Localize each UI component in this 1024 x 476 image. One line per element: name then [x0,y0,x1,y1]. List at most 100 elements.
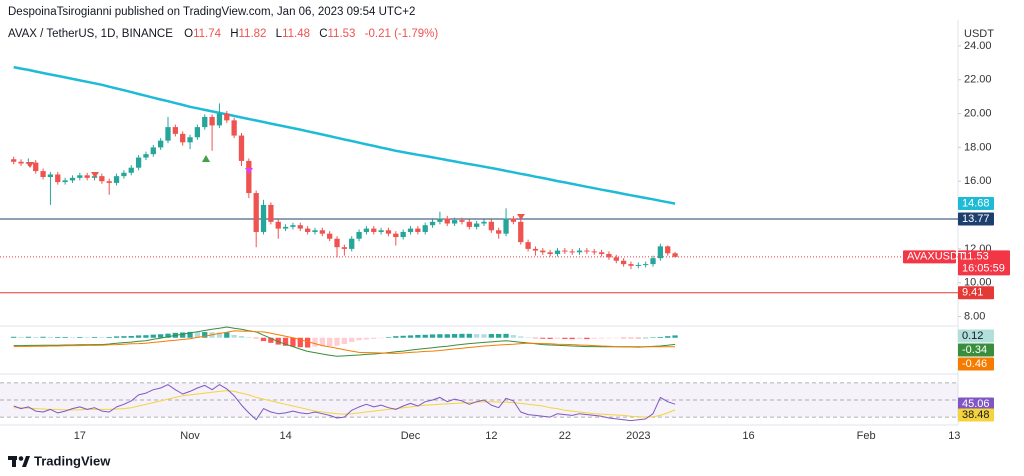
macd-histogram-bar [238,335,245,338]
rsi-ma-value-label: 38.48 [962,409,990,421]
x-tick-label: 12 [485,430,497,442]
candle-body [33,162,39,172]
macd-histogram-bar [488,334,494,338]
macd-histogram-bar [113,336,120,338]
candle-body [165,127,171,141]
signal-marker [517,214,525,220]
macd-histogram-bar [584,337,590,340]
candle-body [672,253,678,257]
macd-histogram-bar [459,333,465,338]
signal-marker [91,172,99,178]
candle-body [606,253,612,258]
macd-histogram-bar [444,334,450,338]
rsi-value-label: 45.06 [962,398,990,410]
candle-body [121,172,127,177]
candle-body [451,220,458,224]
candle-body [437,218,443,222]
candle-body [341,247,348,249]
candle-body [231,120,237,136]
macd-histogram-bar [474,334,480,338]
macd-line [13,326,676,357]
y-tick-label: 24.00 [964,40,992,52]
candle-body [106,181,112,183]
x-tick-label: 22 [559,430,571,442]
macd-histogram-bar [371,337,377,339]
macd-histogram-bar [158,334,164,338]
macd-histogram-bar [47,336,54,338]
macd-histogram-bar [327,337,333,346]
candle-body [525,242,531,249]
ticker-label: AVAXUSDT [907,251,965,263]
macd-histogram-bar [554,337,561,339]
macd-histogram-bar [518,336,524,338]
ohlc-letter: H [230,28,238,40]
candle-body [481,221,487,224]
macd-histogram-bar [606,337,612,339]
brand: TradingView [34,453,111,468]
macd-histogram-bar [165,333,171,338]
macd-histogram-bar [11,336,17,338]
candle-body [466,221,472,227]
candle-body [319,230,325,234]
macd-histogram-bar [525,337,531,339]
histogram-value-label: 0.12 [962,330,983,342]
line-value-label: 13.77 [962,213,990,225]
candle-body [327,233,333,239]
macd-histogram-bar [407,335,414,338]
x-tick-label: Dec [401,430,421,442]
candle-body [385,230,392,234]
macd-histogram-bar [547,337,553,339]
candle-body [429,221,436,226]
candle-body [194,127,201,138]
candle-body [312,230,318,232]
candle-body [474,223,480,227]
macd-histogram-bar [304,337,311,348]
ohlc-value: 11.53 [328,28,356,40]
macd-histogram-bar [231,335,237,338]
symbol: AVAX / TetherUS, 1D, BINANCE [8,28,173,40]
macd-histogram-bar [260,337,267,342]
ma-value-label: 14.68 [962,197,990,209]
macd-histogram-bar [69,337,76,338]
candle-body [591,251,597,253]
candle-body [304,228,311,232]
candle-body [620,260,627,265]
candle-body [290,225,296,227]
candle-body [576,250,583,253]
y-tick-label: 20.00 [964,107,992,119]
candle-body [496,230,502,234]
macd-histogram-bar [650,337,656,338]
macd-histogram-bar [613,337,619,339]
macd-histogram-bar [216,332,223,338]
macd-histogram-bar [187,331,193,338]
macd-histogram-bar [393,336,399,338]
macd-histogram-bar [665,336,671,338]
ticker-label-box [903,250,956,264]
candle-body [371,228,377,232]
macd-histogram-bar [99,337,105,338]
macd-histogram-bar [643,337,649,339]
candle-body [260,204,267,232]
candle-body [650,258,656,265]
candle-body [253,193,259,232]
candle-body [488,221,494,231]
candle-body [11,159,17,162]
candle-body [209,116,215,126]
candle-body [275,221,281,229]
candle-body [613,257,619,261]
macd-histogram-bar [91,336,98,338]
macd-histogram-bar [77,336,83,338]
candle-body [202,116,208,128]
y-tick-label: 8.00 [964,310,985,322]
ma-value-label-box [958,197,994,211]
signal-line [13,330,676,354]
candle-body [180,133,186,143]
logo-part [18,456,24,461]
macd-histogram-bar [481,334,487,338]
candle-body [444,218,450,224]
macd-histogram-bar [282,337,289,346]
macd-histogram-bar [620,337,627,339]
macd-histogram-bar [62,336,68,338]
